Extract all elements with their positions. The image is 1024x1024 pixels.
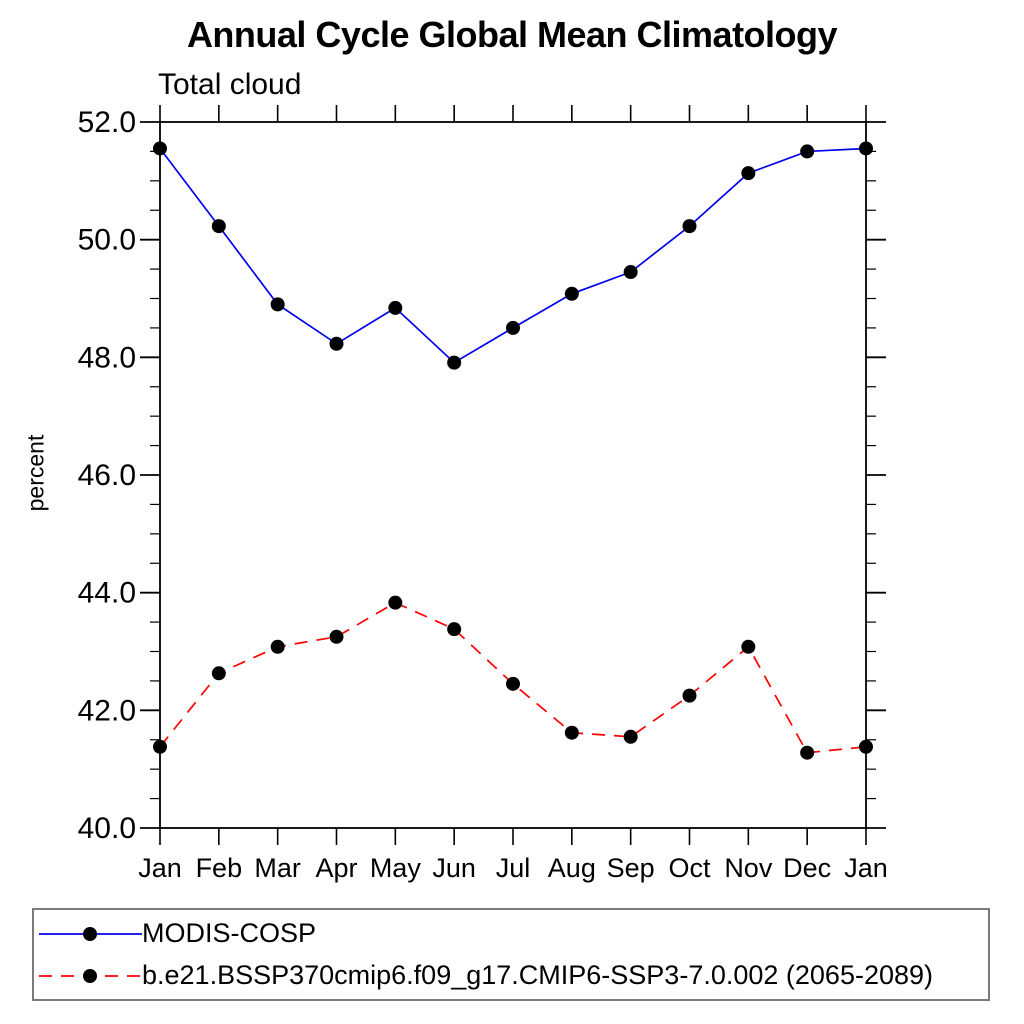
x-tick-label: Jul (496, 853, 531, 883)
legend-label-0: MODIS-COSP (142, 918, 317, 948)
x-tick-label: Sep (607, 853, 655, 883)
x-tick-label: Jan (844, 853, 888, 883)
x-tick-label: Mar (254, 853, 301, 883)
y-tick-label: 40.0 (78, 812, 136, 845)
x-tick-label: Jun (432, 853, 476, 883)
data-point-s1 (800, 745, 815, 760)
data-point-s0 (329, 336, 344, 351)
data-point-s1 (859, 739, 873, 754)
chart-title: Annual Cycle Global Mean Climatology (186, 14, 838, 55)
data-point-s0 (682, 219, 697, 234)
x-tick-label: Dec (783, 853, 831, 883)
data-point-s0 (153, 141, 167, 156)
data-point-s1 (388, 595, 403, 610)
legend-item-0: MODIS-COSP (39, 916, 988, 952)
x-tick-label: Aug (548, 853, 596, 883)
data-point-s0 (564, 286, 579, 301)
data-point-s1 (564, 725, 579, 740)
y-tick-label: 44.0 (78, 577, 136, 610)
x-tick-label: May (370, 853, 422, 883)
legend-item-1: b.e21.BSSP370cmip6.f09_g17.CMIP6-SSP3-7.… (39, 958, 988, 994)
data-point-s1 (447, 622, 462, 637)
data-point-s1 (506, 676, 520, 691)
x-tick-label: Nov (724, 853, 773, 883)
x-tick-label: Apr (315, 853, 357, 883)
data-point-s0 (859, 141, 873, 156)
x-tick-label: Feb (196, 853, 243, 883)
legend-marker-icon (83, 926, 97, 941)
data-point-s0 (270, 297, 285, 312)
data-point-s1 (211, 666, 226, 681)
legend-box: MODIS-COSP b.e21.BSSP370cmip6.f09_g17.CMI… (32, 908, 990, 1001)
plot-frame (159, 121, 867, 829)
data-point-s0 (800, 144, 815, 159)
y-tick-label: 52.0 (78, 106, 136, 139)
y-tick-label: 46.0 (78, 459, 136, 492)
legend-label-1: b.e21.BSSP370cmip6.f09_g17.CMIP6-SSP3-7.… (142, 960, 934, 990)
chart-subtitle: Total cloud (158, 68, 302, 101)
data-point-s0 (388, 300, 403, 315)
data-point-s0 (211, 219, 226, 234)
data-point-s1 (741, 639, 756, 654)
y-tick-label: 50.0 (78, 224, 136, 257)
y-tick-label: 48.0 (78, 341, 136, 374)
x-tick-label: Oct (668, 853, 711, 883)
data-point-s0 (623, 265, 638, 280)
data-point-s1 (329, 629, 344, 644)
legend-line-sample (39, 968, 142, 983)
data-point-s1 (270, 639, 285, 654)
data-point-s0 (506, 320, 520, 335)
legend-line-sample (39, 926, 142, 941)
data-point-s1 (623, 729, 638, 744)
legend-marker-icon (83, 968, 97, 983)
x-tick-label: Jan (138, 853, 182, 883)
data-point-s1 (153, 739, 167, 754)
data-point-s1 (682, 688, 697, 703)
data-point-s0 (447, 355, 462, 370)
y-tick-label: 42.0 (78, 694, 136, 727)
data-point-s0 (741, 166, 756, 181)
